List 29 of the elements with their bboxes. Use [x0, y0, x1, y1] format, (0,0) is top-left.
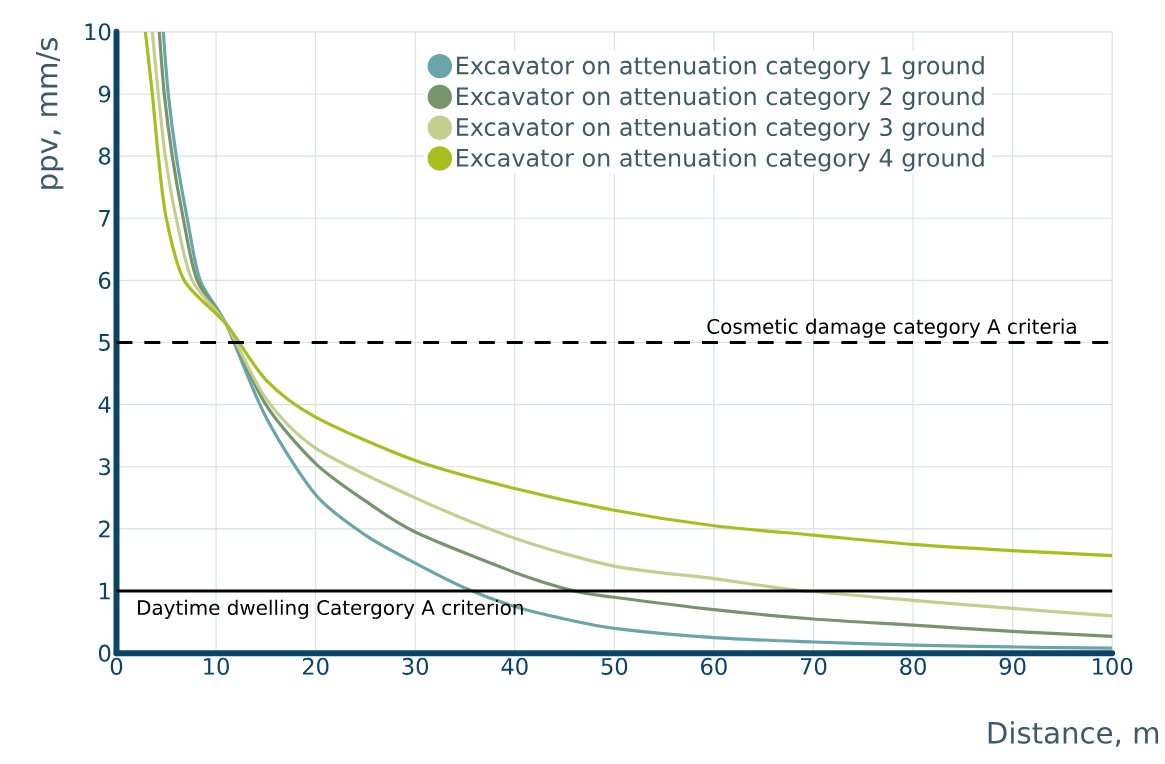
y-tick-label: 10 — [85, 23, 111, 41]
y-tick-label: 9 — [98, 85, 111, 103]
legend-label: Excavator on attenuation category 4 ground — [457, 148, 984, 172]
x-tick-label: 80 — [900, 657, 926, 676]
x-tick-label: 90 — [999, 657, 1026, 676]
y-tick-label: 4 — [98, 396, 111, 414]
legend-label: Excavator on attenuation category 2 ground — [457, 86, 984, 111]
x-tick-label: 10 — [204, 657, 229, 676]
x-tick-label: 100 — [1093, 657, 1133, 676]
y-tick-label: 2 — [99, 520, 110, 538]
y-axis-title: ppv, mm/s — [35, 38, 64, 189]
x-tick-label: 20 — [302, 657, 329, 676]
y-tick-label: 6 — [99, 271, 111, 290]
y-tick-label: 8 — [98, 147, 111, 165]
legend-label: Excavator on attenuation category 1 ground — [457, 56, 984, 80]
y-tick-label: 3 — [99, 458, 111, 476]
x-tick-label: 40 — [501, 657, 528, 676]
y-tick-label: 5 — [99, 334, 110, 352]
y-tick-label: 1 — [99, 582, 110, 600]
legend-label: Excavator on attenuation category 3 ground — [457, 117, 984, 141]
y-tick-label: 0 — [98, 644, 111, 662]
x-tick-label: 50 — [601, 657, 628, 676]
x-tick-label: 30 — [402, 657, 429, 676]
y-tick-label: 7 — [99, 210, 110, 227]
x-tick-label: 60 — [701, 657, 727, 676]
ref-line-label: Cosmetic damage category A criteria — [707, 318, 1076, 338]
x-tick-label: 70 — [800, 657, 827, 676]
x-axis-title: Distance, m — [988, 721, 1159, 747]
ref-line-label: Daytime dwelling Catergory A criterion — [138, 599, 523, 620]
